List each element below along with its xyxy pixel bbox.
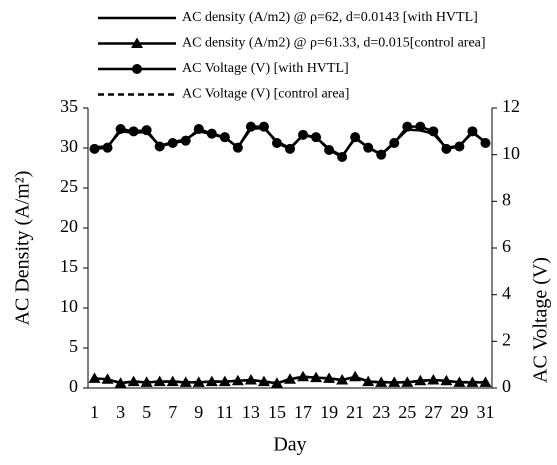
marker <box>193 124 204 134</box>
y2-tick-label: 12 <box>502 96 520 116</box>
x-tick-label: 21 <box>346 402 364 422</box>
legend-text: AC Voltage (V) [with HVTL] <box>182 61 349 76</box>
x-tick-label: 17 <box>294 402 312 422</box>
x-tick-label: 19 <box>320 402 338 422</box>
marker <box>127 375 140 387</box>
marker <box>414 374 427 386</box>
marker <box>415 121 426 132</box>
marker <box>337 152 348 162</box>
marker <box>285 143 295 154</box>
y2-tick-label: 4 <box>502 283 511 303</box>
y-tick-label: 5 <box>69 336 78 356</box>
y-tick-label: 35 <box>60 96 78 116</box>
marker <box>298 129 309 140</box>
marker <box>102 142 113 153</box>
y-tick-label: 0 <box>69 376 78 396</box>
marker <box>271 138 282 148</box>
marker <box>167 138 178 148</box>
y2-tick-label: 2 <box>502 329 511 349</box>
y2-axis-title: AC Voltage (V) <box>530 257 552 383</box>
marker <box>232 142 243 153</box>
marker <box>180 135 191 146</box>
marker <box>323 372 336 383</box>
marker <box>375 376 388 387</box>
x-tick-label: 27 <box>424 402 442 422</box>
x-tick-label: 25 <box>398 402 416 422</box>
marker <box>89 143 100 154</box>
y-tick-label: 25 <box>60 176 78 196</box>
marker <box>311 132 322 143</box>
marker <box>467 126 478 137</box>
marker <box>454 141 465 152</box>
marker <box>141 125 152 136</box>
marker <box>115 124 126 134</box>
marker <box>245 121 256 132</box>
x-tick-label: 5 <box>142 402 151 422</box>
legend-text: AC density (A/m2) @ ρ=61.33, d=0.015[con… <box>182 36 486 51</box>
x-tick-label: 23 <box>372 402 390 422</box>
marker <box>336 374 349 385</box>
marker <box>128 126 139 137</box>
x-tick-label: 13 <box>242 402 260 422</box>
marker <box>362 375 375 387</box>
marker <box>131 37 143 48</box>
marker <box>402 121 413 132</box>
y2-tick-label: 10 <box>502 143 520 163</box>
y2-tick-label: 0 <box>502 376 511 396</box>
y-tick-label: 15 <box>60 256 78 276</box>
x-tick-label: 31 <box>476 402 494 422</box>
legend-text: AC density (A/m2) @ ρ=62, d=0.0143 [with… <box>182 10 478 25</box>
marker <box>453 376 466 387</box>
marker <box>132 64 142 74</box>
marker <box>206 128 217 139</box>
x-tick-label: 15 <box>268 402 286 422</box>
marker <box>428 126 439 137</box>
series-line <box>94 375 486 385</box>
y-tick-label: 30 <box>60 136 78 156</box>
y2-tick-label: 6 <box>502 236 511 256</box>
marker <box>363 142 374 153</box>
x-axis-title: Day <box>273 434 306 456</box>
marker <box>88 372 101 383</box>
marker <box>244 374 257 385</box>
marker <box>441 143 452 154</box>
marker <box>154 141 165 152</box>
marker <box>350 132 361 143</box>
x-tick-label: 11 <box>216 402 233 422</box>
marker <box>324 145 335 155</box>
marker <box>219 132 230 143</box>
marker <box>205 375 218 387</box>
x-tick-label: 9 <box>194 402 203 422</box>
marker <box>389 138 400 148</box>
x-tick-label: 3 <box>116 402 125 422</box>
marker <box>114 377 127 388</box>
y-axis-title: AC Density (A/m²) <box>12 171 34 326</box>
marker <box>166 375 179 387</box>
marker <box>258 121 269 132</box>
y2-tick-label: 8 <box>502 189 511 209</box>
x-tick-label: 29 <box>450 402 468 422</box>
marker <box>376 149 387 160</box>
marker <box>480 138 491 148</box>
y-tick-label: 20 <box>60 216 78 236</box>
x-tick-label: 1 <box>90 402 99 422</box>
legend-text: AC Voltage (V) [control area] <box>182 87 349 102</box>
y-tick-label: 10 <box>60 296 78 316</box>
x-tick-label: 7 <box>168 402 177 422</box>
